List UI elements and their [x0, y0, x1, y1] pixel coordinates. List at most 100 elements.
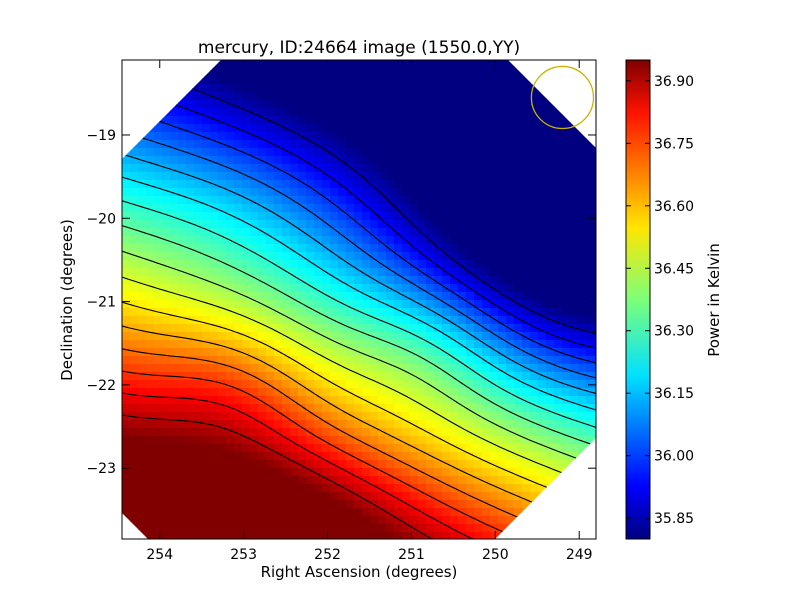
- heatmap-cell: [530, 348, 539, 357]
- heatmap-cell: [586, 460, 595, 469]
- heatmap-cell: [450, 268, 459, 277]
- heatmap-cell: [122, 436, 131, 445]
- heatmap-cell: [514, 324, 523, 333]
- heatmap-cell: [538, 196, 547, 205]
- heatmap-cell: [242, 324, 251, 333]
- heatmap-cell: [514, 84, 523, 93]
- heatmap-cell: [562, 468, 571, 477]
- heatmap-cell: [418, 412, 427, 421]
- heatmap-cell: [226, 468, 235, 477]
- heatmap-cell: [522, 188, 531, 197]
- heatmap-cell: [266, 516, 275, 525]
- heatmap-cell: [450, 460, 459, 469]
- heatmap-cell: [130, 364, 139, 373]
- heatmap-cell: [530, 324, 539, 333]
- heatmap-cell: [522, 172, 531, 181]
- heatmap-cell: [330, 516, 339, 525]
- heatmap-cell: [490, 124, 499, 133]
- heatmap-cell: [210, 156, 219, 165]
- heatmap-cell: [346, 220, 355, 229]
- heatmap-cell: [338, 412, 347, 421]
- heatmap-cell: [170, 500, 179, 509]
- heatmap-cell: [418, 180, 427, 189]
- heatmap-cell: [410, 412, 419, 421]
- heatmap-cell: [378, 508, 387, 517]
- heatmap-cell: [386, 172, 395, 181]
- heatmap-cell: [594, 292, 596, 301]
- heatmap-cell: [346, 372, 355, 381]
- heatmap-cell: [426, 300, 435, 309]
- heatmap-cell: [418, 380, 427, 389]
- heatmap-cell: [322, 308, 331, 317]
- heatmap-cell: [498, 388, 507, 397]
- heatmap-cell: [450, 92, 459, 101]
- heatmap-cell: [442, 372, 451, 381]
- heatmap-cell: [410, 108, 419, 117]
- heatmap-cell: [290, 324, 299, 333]
- heatmap-cell: [474, 252, 483, 261]
- heatmap-cell: [546, 508, 555, 517]
- heatmap-cell: [418, 492, 427, 501]
- heatmap-cell: [218, 220, 227, 229]
- heatmap-cell: [498, 420, 507, 429]
- heatmap-cell: [514, 220, 523, 229]
- heatmap-cell: [266, 172, 275, 181]
- heatmap-cell: [530, 204, 539, 213]
- heatmap-cell: [298, 188, 307, 197]
- heatmap-cell: [538, 148, 547, 157]
- heatmap-cell: [594, 300, 596, 309]
- heatmap-cell: [194, 388, 203, 397]
- heatmap-cell: [266, 156, 275, 165]
- heatmap-cell: [482, 452, 491, 461]
- heatmap-cell: [274, 348, 283, 357]
- heatmap-cell: [250, 444, 259, 453]
- heatmap-cell: [474, 340, 483, 349]
- heatmap-cell: [266, 236, 275, 245]
- heatmap-cell: [466, 236, 475, 245]
- heatmap-cell: [538, 316, 547, 325]
- heatmap-cell: [130, 340, 139, 349]
- heatmap-cell: [306, 292, 315, 301]
- heatmap-cell: [130, 196, 139, 205]
- heatmap-cell: [290, 388, 299, 397]
- heatmap-cell: [218, 412, 227, 421]
- heatmap-cell: [162, 156, 171, 165]
- heatmap-cell: [162, 212, 171, 221]
- heatmap-cell: [418, 460, 427, 469]
- heatmap-cell: [578, 156, 587, 165]
- heatmap-cell: [178, 164, 187, 173]
- heatmap-cell: [490, 228, 499, 237]
- heatmap-cell: [426, 60, 435, 69]
- heatmap-cell: [538, 108, 547, 117]
- heatmap-cell: [410, 100, 419, 109]
- heatmap-cell: [162, 252, 171, 261]
- heatmap-cell: [506, 100, 515, 109]
- heatmap-cell: [266, 284, 275, 293]
- heatmap-cell: [530, 436, 539, 445]
- heatmap-cell: [506, 300, 515, 309]
- heatmap-cell: [242, 76, 251, 85]
- heatmap-cell: [202, 380, 211, 389]
- heatmap-cell: [562, 300, 571, 309]
- heatmap-cell: [122, 388, 131, 397]
- heatmap-cell: [426, 340, 435, 349]
- heatmap-cell: [474, 308, 483, 317]
- heatmap-cell: [282, 460, 291, 469]
- heatmap-cell: [298, 212, 307, 221]
- heatmap-cell: [354, 84, 363, 93]
- heatmap-cell: [218, 60, 227, 69]
- heatmap-cell: [450, 340, 459, 349]
- heatmap-cell: [394, 252, 403, 261]
- heatmap-cell: [266, 340, 275, 349]
- heatmap-cell: [562, 268, 571, 277]
- heatmap-cell: [154, 508, 163, 517]
- heatmap-cell: [194, 284, 203, 293]
- heatmap-cell: [394, 196, 403, 205]
- heatmap-cell: [426, 316, 435, 325]
- heatmap-cell: [186, 372, 195, 381]
- heatmap-cell: [482, 500, 491, 509]
- heatmap-cell: [338, 260, 347, 269]
- heatmap-cell: [290, 532, 299, 539]
- heatmap-cell: [522, 76, 531, 85]
- heatmap-cell: [362, 316, 371, 325]
